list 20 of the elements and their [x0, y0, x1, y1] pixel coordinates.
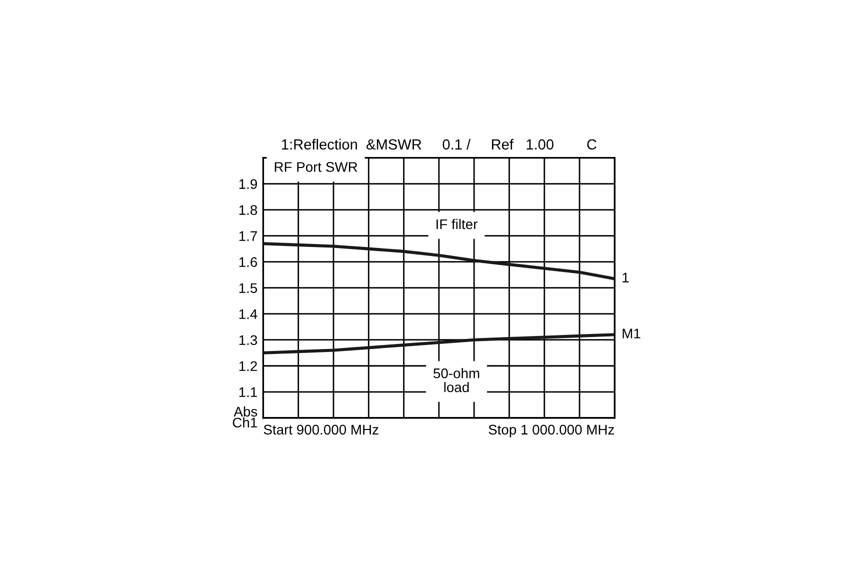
y-tick-label: 1.5 [239, 283, 258, 294]
y-tick-label: Abs Ch1 [232, 406, 258, 428]
series-label: M1 [622, 328, 640, 338]
y-tick-label: 1.4 [239, 309, 258, 319]
line-series [263, 333, 615, 354]
y-tick-label: 1.9 [239, 179, 257, 189]
annotation: IF filter [436, 218, 478, 230]
y-tick-label: 1.2 [239, 361, 257, 371]
series-label: 1 [622, 272, 629, 282]
annotation: RF Port SWR [274, 162, 358, 172]
chart-title: 1:Reflection &MSWR 0.1 / Ref 1.00 C [282, 138, 596, 150]
y-tick-label: 1.8 [239, 205, 258, 215]
y-tick-label: 1.6 [239, 257, 258, 268]
annotation: 50-ohm load [434, 368, 480, 392]
y-tick-label: 1.1 [239, 387, 257, 397]
y-tick-label: 1.3 [239, 335, 258, 346]
line-series [263, 242, 615, 280]
text: Stop 1 000.000 MHz [488, 424, 614, 438]
text: Start 900.000 MHz [264, 424, 378, 435]
y-tick-label: 1.7 [239, 231, 257, 241]
